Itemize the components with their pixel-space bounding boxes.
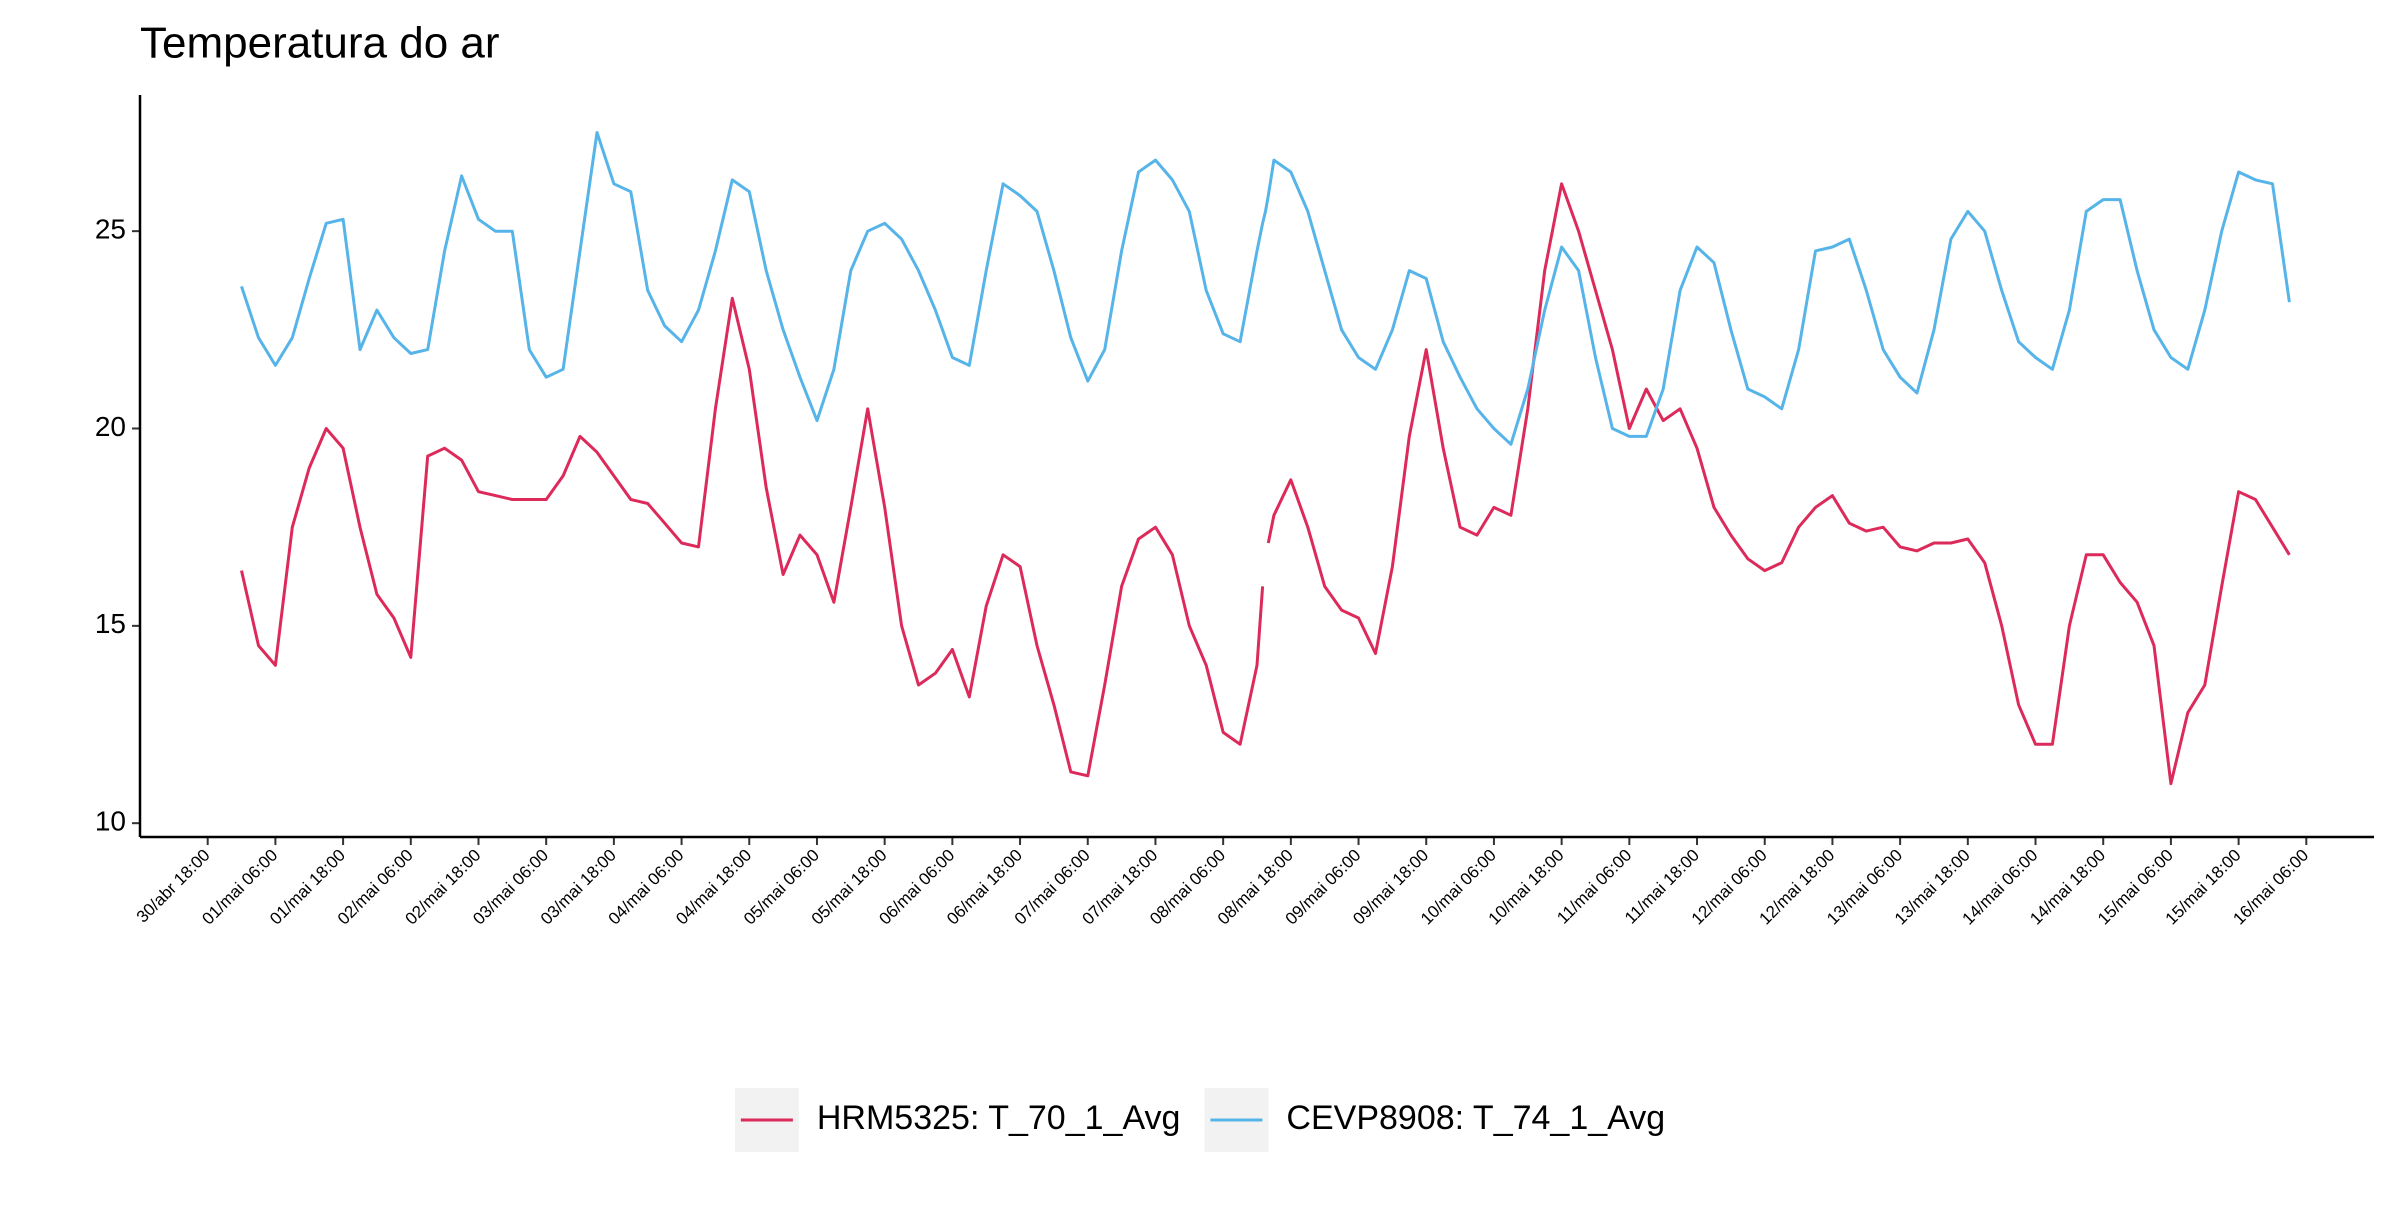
legend-label: HRM5325: T_70_1_Avg (817, 1099, 1181, 1137)
legend-item: CEVP8908: T_74_1_Avg (1204, 1088, 1665, 1152)
data-line (240, 131, 2291, 446)
y-tick-label: 25 (95, 214, 126, 245)
legend-label: CEVP8908: T_74_1_Avg (1286, 1099, 1665, 1137)
chart-title: Temperatura do ar (140, 19, 500, 68)
legend-item: HRM5325: T_70_1_Avg (734, 1088, 1181, 1152)
y-tick-label: 10 (95, 806, 126, 837)
data-line (240, 182, 2291, 786)
y-tick-label: 15 (95, 608, 126, 639)
y-tick-label: 20 (95, 411, 126, 442)
